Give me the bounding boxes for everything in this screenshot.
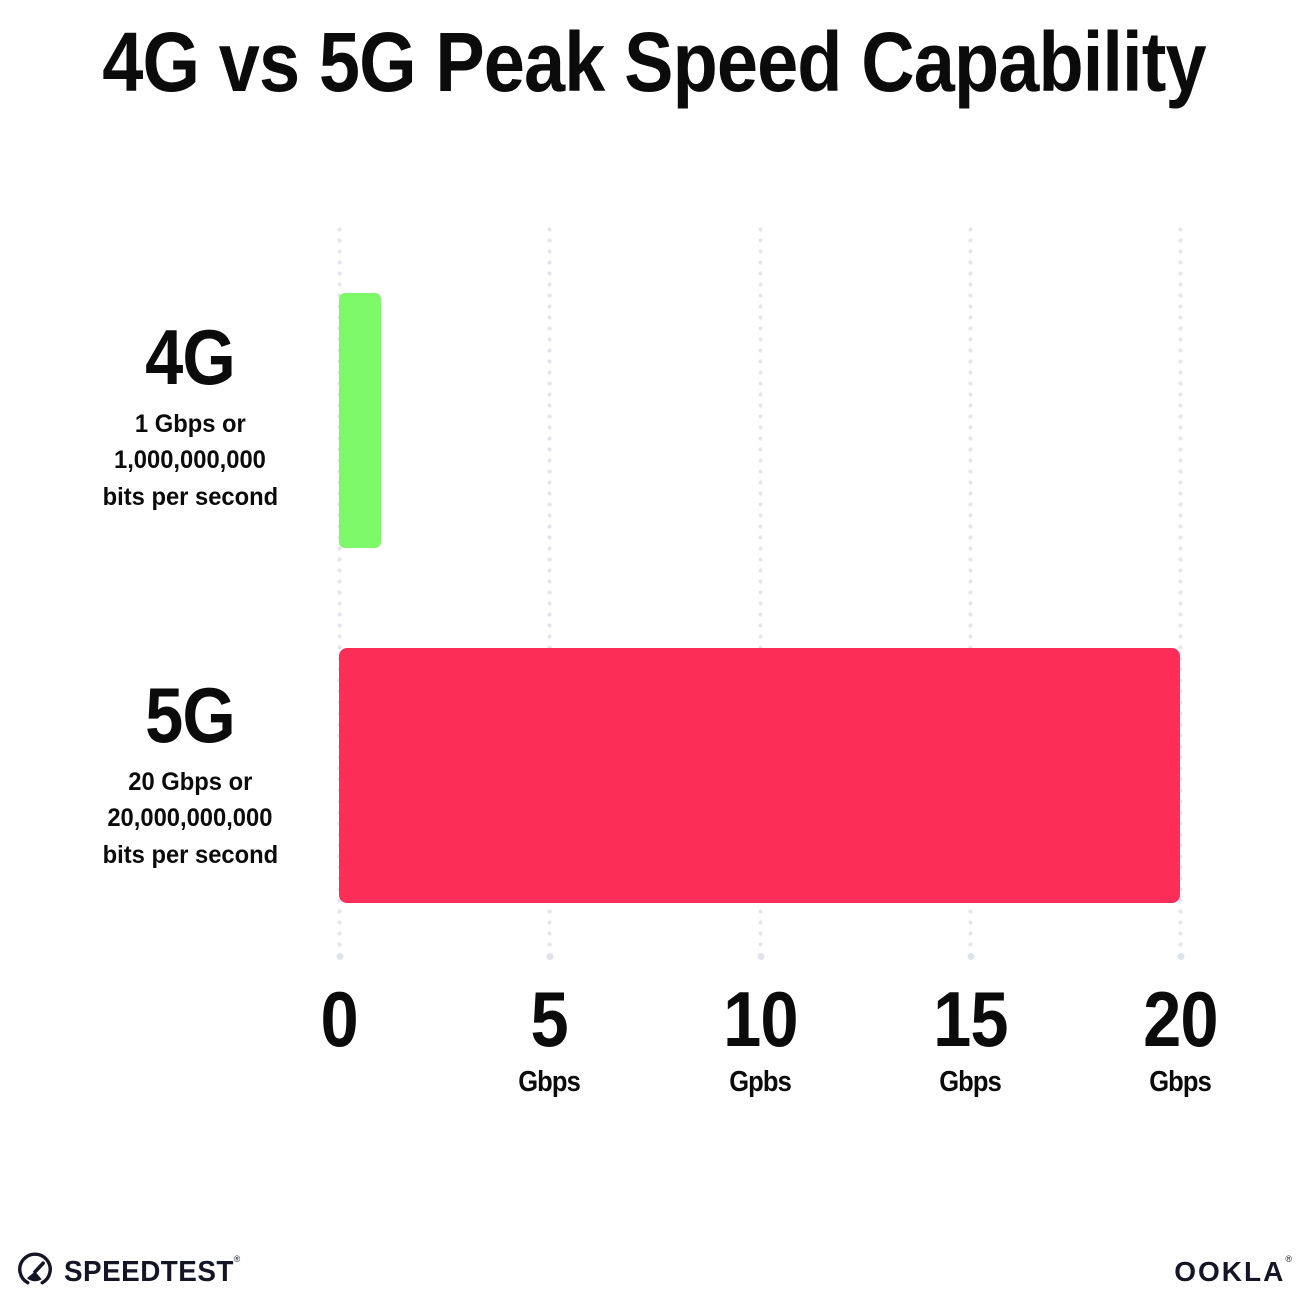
row-4g-desc-line2: 1,000,000,000: [114, 446, 266, 475]
speedtest-wordmark: SPEEDTEST®: [64, 1253, 241, 1288]
row-label-4g: 4G 1 Gbps or 1,000,000,000 bits per seco…: [50, 318, 330, 515]
x-tick-15-unit: Gbps: [939, 1066, 1002, 1098]
row-5g-desc-line1: 20 Gbps or: [127, 768, 253, 796]
chart-title: 4G vs 5G Peak Speed Capability: [0, 20, 1308, 104]
bar-4g: [339, 293, 381, 548]
x-tick-20-unit: Gbps: [1149, 1066, 1212, 1098]
gridline-15-gbps: [968, 224, 973, 948]
ookla-trademark: ®: [1285, 1254, 1294, 1264]
x-tick-5-unit: Gbps: [518, 1066, 581, 1098]
x-tick-0-value: 0: [320, 975, 358, 1063]
row-5g-name: 5G: [145, 671, 236, 759]
x-tick-10-unit: Gpbs: [729, 1066, 792, 1098]
gridline-10-gbps: [758, 224, 763, 948]
gridline-20-gbps: [1178, 224, 1183, 948]
gridline-0-gbps: [337, 224, 342, 948]
row-4g-desc-line1: 1 Gbps or: [134, 410, 246, 438]
x-tick-10-value: 10: [722, 975, 798, 1063]
x-tick-0: 0: [229, 980, 449, 1097]
x-tick-20-value: 20: [1142, 975, 1218, 1063]
row-4g-name: 4G: [145, 313, 236, 401]
speedtest-gauge-icon: [16, 1251, 54, 1294]
x-tick-5-value: 5: [530, 975, 568, 1063]
gridline-5-gbps: [547, 224, 552, 948]
row-4g-description: 1 Gbps or 1,000,000,000 bits per second: [50, 406, 330, 515]
speedtest-trademark: ®: [233, 1253, 241, 1264]
x-tick-15-value: 15: [932, 975, 1008, 1063]
x-tick-5: 5 Gbps: [439, 980, 659, 1097]
ookla-wordmark: OOKLA: [1174, 1256, 1286, 1287]
chart-title-text: 4G vs 5G Peak Speed Capability: [102, 15, 1206, 109]
x-tick-15: 15 Gbps: [860, 980, 1080, 1097]
x-tick-10: 10 Gpbs: [650, 980, 870, 1097]
row-5g-desc-line2: 20,000,000,000: [107, 804, 273, 833]
speedtest-logo: SPEEDTEST®: [16, 1250, 248, 1294]
x-tick-20: 20 Gbps: [1070, 980, 1290, 1097]
row-5g-description: 20 Gbps or 20,000,000,000 bits per secon…: [50, 764, 330, 873]
ookla-logo: OOKLA®: [1174, 1254, 1294, 1288]
row-5g-desc-line3: bits per second: [102, 840, 278, 869]
row-4g-desc-line3: bits per second: [102, 482, 278, 511]
row-label-5g: 5G 20 Gbps or 20,000,000,000 bits per se…: [50, 676, 330, 873]
bar-5g: [339, 648, 1180, 903]
